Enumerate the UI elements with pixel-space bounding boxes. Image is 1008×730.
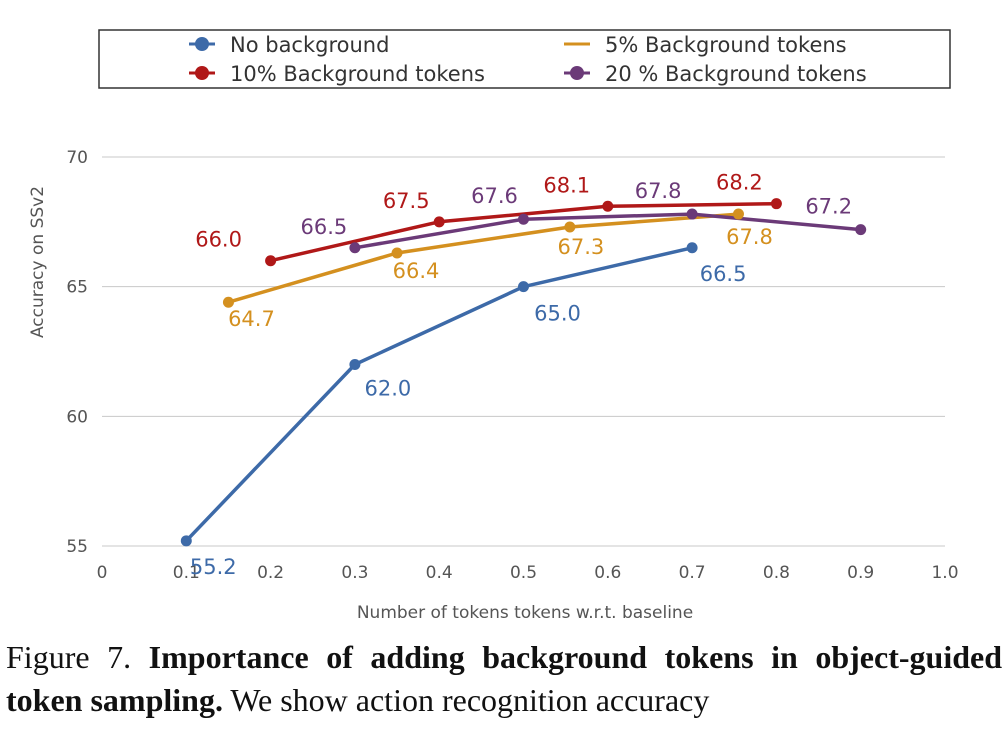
legend-label: 10% Background tokens [230, 62, 485, 86]
x-tick-label: 0.4 [426, 563, 453, 583]
x-axis-title: Number of tokens tokens w.r.t. baseline [357, 603, 693, 623]
data-point [732, 208, 744, 220]
y-tick-label: 60 [66, 407, 88, 427]
x-tick-label: 0.3 [341, 563, 368, 583]
x-tick-label: 1.0 [931, 563, 958, 583]
data-point [265, 255, 277, 267]
legend-swatch-marker [570, 66, 584, 80]
data-point [686, 242, 698, 254]
data-point [518, 213, 529, 225]
legend-label: No background [230, 33, 389, 57]
data-label: 66.5 [700, 262, 747, 286]
caption-bold: Importance of adding background tokens i… [6, 639, 1003, 718]
series-line [184, 246, 694, 543]
data-label: 67.2 [805, 195, 852, 219]
legend-label: 5% Background tokens [605, 33, 847, 57]
data-label: 67.6 [471, 184, 518, 208]
data-point [349, 358, 361, 370]
data-label: 66.5 [301, 215, 348, 239]
chart-svg: 55 60 65 70 0 0.1 0.2 0.3 0.4 0.5 0.6 0.7 0.8 0.9 1.0 N… [28, 29, 959, 623]
data-point [349, 242, 361, 254]
x-tick-label: 0.7 [679, 563, 706, 583]
data-label: 67.8 [726, 225, 773, 249]
data-point [602, 200, 614, 212]
figure-caption: Figure 7. Importance of adding backgroun… [6, 636, 1002, 722]
data-point [222, 296, 234, 308]
data-label: 67.5 [383, 189, 430, 213]
x-tick-label: 0.2 [257, 563, 284, 583]
x-tick-label: 0 [97, 563, 108, 583]
data-label: 67.3 [557, 235, 604, 259]
legend-swatch-marker [195, 37, 209, 51]
data-point [770, 198, 782, 210]
x-tick-label: 0.6 [594, 563, 621, 583]
data-point [564, 221, 576, 233]
data-label: 66.0 [195, 228, 242, 252]
data-label: 62.0 [365, 376, 412, 400]
y-tick-label: 70 [66, 148, 88, 168]
data-label: 65.0 [534, 302, 581, 326]
data-label: 67.8 [635, 179, 682, 203]
data-label: 64.7 [228, 307, 275, 331]
data-label: 68.2 [716, 171, 763, 195]
legend-swatch-marker [195, 66, 209, 80]
x-tick-label: 0.9 [847, 563, 874, 583]
y-tick-label: 55 [66, 537, 88, 557]
data-label: 66.4 [393, 259, 440, 283]
data-point [518, 281, 529, 293]
data-point [391, 247, 403, 259]
data-point [686, 208, 698, 220]
x-tick-label: 0.5 [510, 563, 537, 583]
legend-label: 20 % Background tokens [605, 62, 867, 86]
data-point [855, 224, 867, 236]
data-point [180, 535, 192, 547]
legend-box [98, 29, 951, 89]
series-line [226, 212, 741, 304]
chart: 55 60 65 70 0 0.1 0.2 0.3 0.4 0.5 0.6 0.7 0.8 0.9 1.0 N… [28, 29, 959, 623]
x-tick-label: 0.8 [763, 563, 790, 583]
data-label: 68.1 [543, 173, 590, 197]
data-point [433, 216, 445, 228]
data-label: 55.2 [190, 555, 237, 579]
series-line [353, 212, 863, 250]
y-tick-label: 65 [66, 278, 88, 298]
caption-prefix: Figure 7. [6, 639, 132, 675]
x-tick-label: 0.1 [173, 563, 200, 583]
y-axis-title: Accuracy on SSv2 [28, 186, 48, 338]
caption-rest: We show action recognition accuracy [230, 682, 710, 718]
